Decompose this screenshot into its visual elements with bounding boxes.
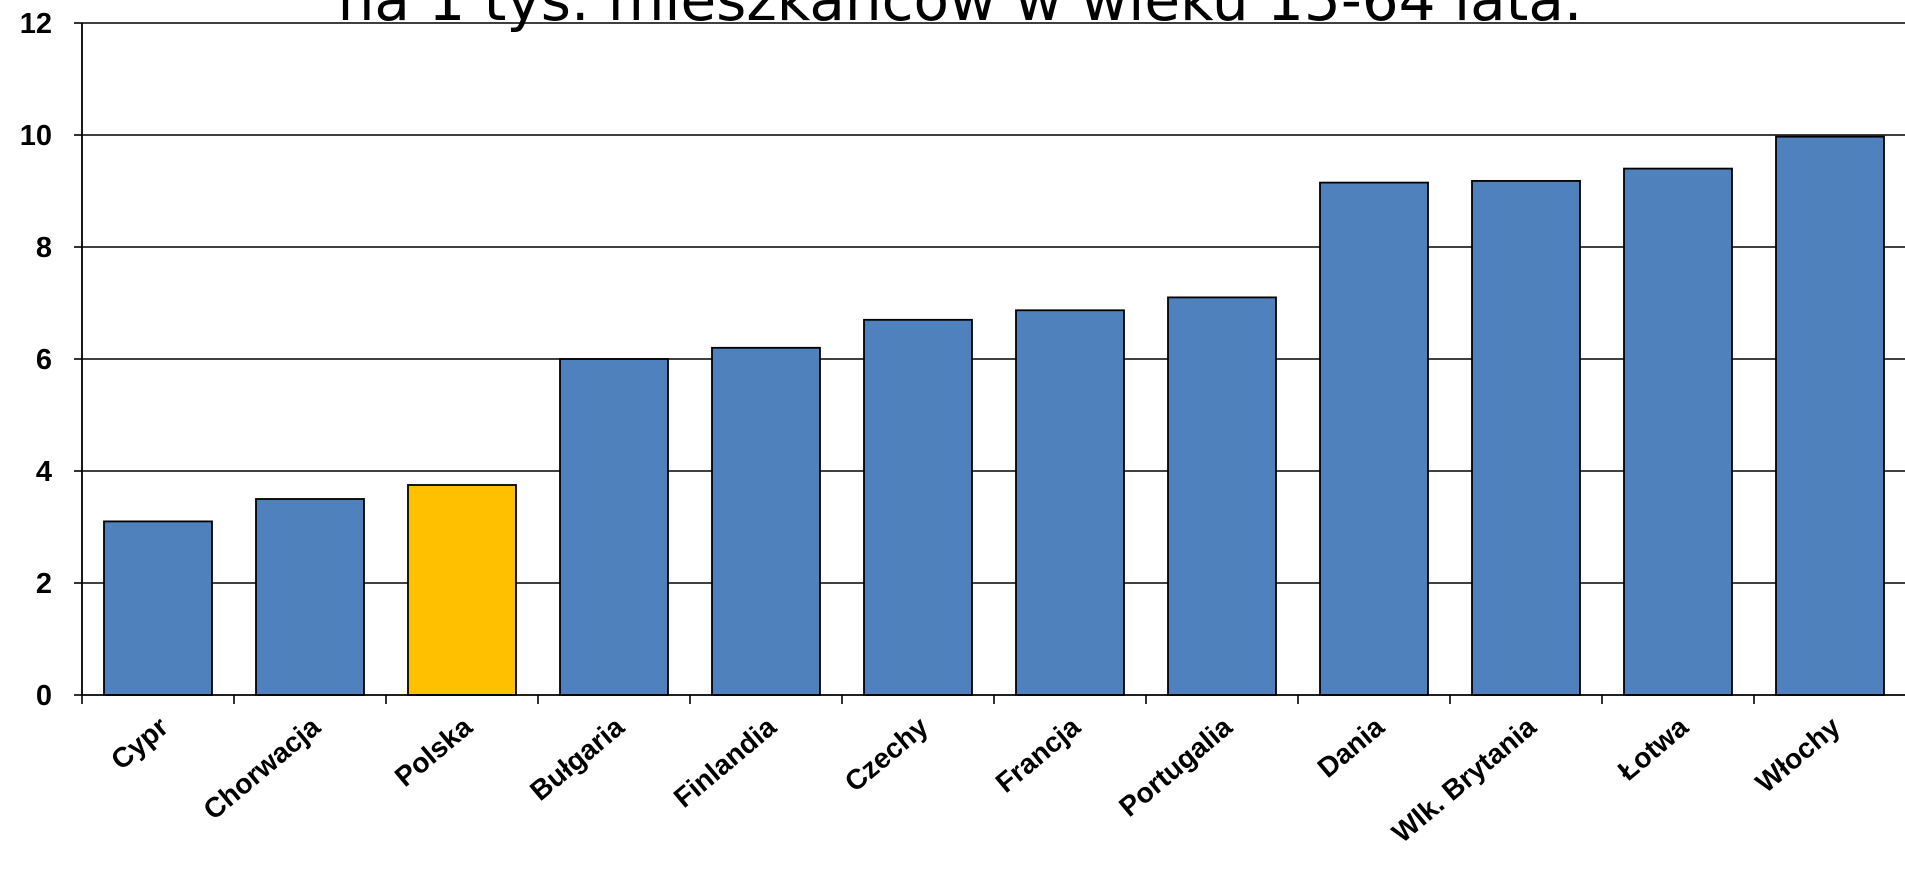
bar-polska [407,484,517,696]
bar-wlk-brytania [1471,180,1581,696]
bars [103,135,1885,696]
x-category-labels: Cypr Chorwacja Polska Bułgaria Finlandia Czec… [105,711,1846,849]
bar-cypr [103,520,213,696]
x-category-label: Finlandia [668,711,782,814]
y-tick-label: 10 [20,120,52,152]
axes [74,22,1905,704]
x-category-label: Dania [1312,711,1391,784]
chart-title: na 1 tys. mieszkańców w wieku 15-64 lata… [338,0,1583,34]
y-tick-label: 2 [36,568,52,600]
x-category-label: Łotwa [1612,711,1694,787]
x-category-label: Wlk. Brytania [1386,711,1542,849]
gridlines [82,22,1905,584]
bar-chorwacja [255,498,365,696]
bar-bułgaria [559,358,669,696]
bar-dania [1319,181,1429,696]
x-category-label: Chorwacja [197,711,326,826]
x-category-label: Francja [990,711,1087,799]
bar-czechy [863,318,973,696]
x-category-label: Cypr [105,711,174,776]
y-tick-label: 6 [36,344,52,376]
x-category-label: Włochy [1750,711,1847,799]
bar-portugalia [1167,296,1277,696]
y-tick-label: 8 [36,232,52,264]
y-tick-label: 0 [36,680,52,712]
bar-francja [1015,309,1125,696]
x-category-label: Portugalia [1113,711,1238,823]
bar-finlandia [711,346,821,696]
y-tick-labels: 0 2 4 6 8 10 12 [20,8,52,712]
x-category-label: Bułgaria [524,711,630,807]
y-tick-label: 12 [20,8,52,40]
bar-włochy [1775,135,1885,696]
x-category-label: Czechy [839,711,934,798]
bar-łotwa [1623,167,1733,696]
y-tick-label: 4 [36,456,52,488]
x-category-label: Polska [389,711,478,793]
